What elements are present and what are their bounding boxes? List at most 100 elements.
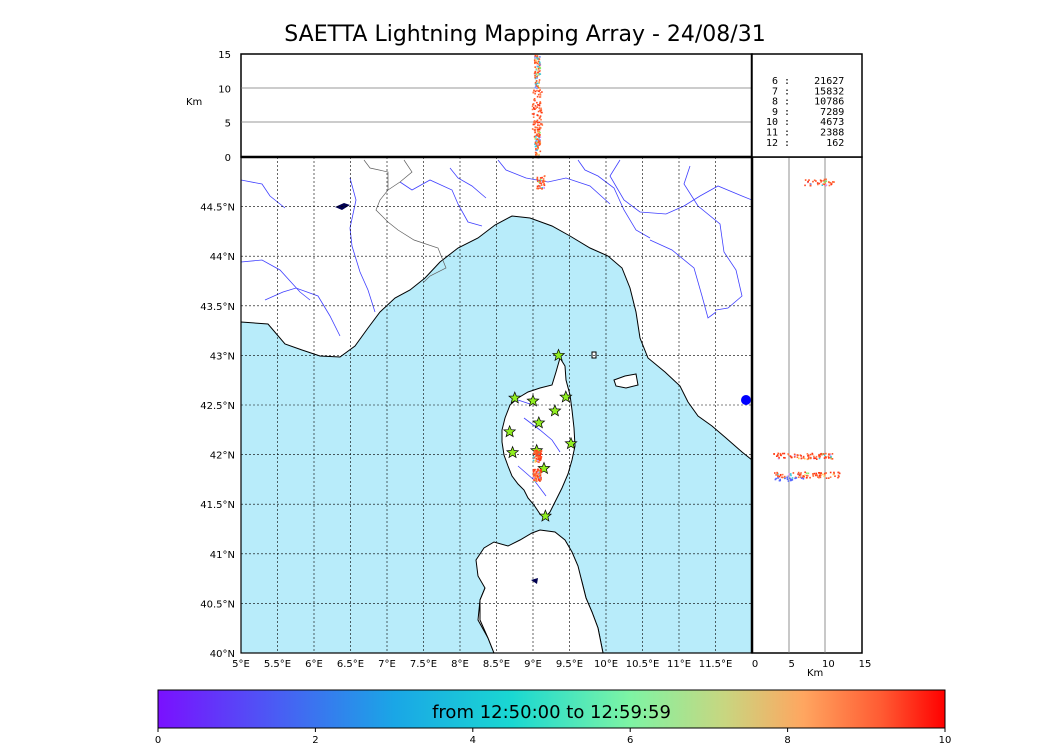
colorbar-tick-label: 10 — [939, 735, 952, 746]
plan-source-point — [540, 450, 542, 453]
station-star — [559, 390, 573, 403]
plan-source-point — [535, 457, 538, 460]
lon-alt-source-point — [537, 58, 539, 60]
lat-alt-source-point — [789, 455, 792, 457]
right-alt-tick-label: 5 — [788, 659, 794, 670]
lat-alt-source-point — [790, 456, 793, 459]
lat-alt-source-point — [818, 472, 820, 474]
lat-alt-source-point — [822, 453, 825, 455]
plan-source-point — [535, 473, 537, 476]
lon-alt-source-point — [536, 75, 539, 77]
lat-alt-source-point — [786, 478, 789, 481]
altitude-lat-sources — [773, 178, 841, 482]
lon-alt-source-point — [531, 113, 534, 115]
lat-alt-source-point — [823, 457, 826, 459]
lon-alt-source-point — [534, 105, 537, 107]
lat-alt-source-point — [777, 457, 780, 460]
lon-alt-source-point — [532, 102, 535, 105]
plan-source-point — [533, 450, 536, 452]
lat-alt-source-point — [804, 184, 806, 187]
lat-alt-source-point — [838, 472, 841, 475]
lon-alt-source-point — [537, 135, 539, 137]
lon-alt-source-point — [539, 109, 542, 111]
lon-alt-source-point — [535, 148, 537, 150]
lat-alt-source-point — [790, 479, 793, 481]
lon-tick-label: 9.5°E — [556, 659, 583, 670]
lat-alt-source-point — [774, 478, 777, 481]
lat-alt-source-point — [807, 455, 809, 457]
lat-alt-source-point — [818, 182, 821, 185]
plan-source-point — [541, 176, 543, 179]
lat-alt-source-point — [820, 472, 823, 474]
plan-source-point — [539, 480, 541, 482]
lon-alt-source-point — [536, 141, 539, 143]
lon-alt-source-point — [535, 145, 537, 148]
lat-alt-source-point — [813, 179, 816, 182]
lat-alt-source-point — [809, 184, 812, 187]
lon-alt-source-point — [539, 150, 542, 153]
lat-alt-source-point — [820, 180, 823, 182]
lon-alt-source-point — [538, 135, 541, 138]
lon-alt-source-point — [539, 56, 541, 58]
plan-source-point — [536, 475, 539, 478]
alt-tick-label: 0 — [225, 153, 231, 164]
lon-alt-source-point — [531, 128, 534, 130]
lon-alt-source-point — [533, 121, 535, 123]
plan-source-point — [540, 182, 542, 185]
lon-alt-source-point — [534, 92, 536, 95]
lat-alt-source-point — [797, 454, 799, 457]
lon-alt-source-point — [534, 73, 537, 75]
plan-source-point — [537, 476, 539, 479]
plan-source-point — [536, 176, 539, 179]
lat-alt-source-point — [798, 474, 801, 477]
plan-source-point — [539, 457, 542, 460]
lon-alt-source-point — [539, 131, 541, 134]
right-alt-tick-label: 10 — [822, 659, 835, 670]
lon-alt-source-point — [535, 139, 538, 142]
colorbar-tick-label: 2 — [312, 735, 318, 746]
station-star — [538, 509, 553, 522]
lat-tick-label: 44.5°N — [200, 203, 235, 214]
lon-alt-source-point — [537, 93, 540, 96]
lat-alt-source-point — [815, 458, 818, 460]
lat-alt-source-point — [776, 472, 779, 475]
lon-alt-source-point — [532, 123, 535, 126]
lon-alt-source-point — [534, 90, 537, 93]
plan-source-point — [537, 450, 540, 453]
lat-alt-source-point — [819, 453, 822, 456]
plan-source-point — [534, 455, 537, 458]
lon-alt-source-point — [537, 110, 540, 113]
lon-alt-source-point — [538, 124, 541, 127]
lon-alt-source-point — [537, 61, 539, 64]
lon-alt-source-point — [539, 142, 541, 144]
lat-alt-source-point — [807, 472, 810, 475]
lat-alt-source-point — [783, 456, 785, 459]
lon-alt-source-point — [534, 108, 536, 110]
plan-source-point — [533, 474, 536, 477]
lat-alt-source-point — [809, 476, 811, 479]
lat-tick-label: 44°N — [210, 252, 235, 263]
plan-source-point — [532, 456, 535, 458]
sardinia — [475, 529, 604, 653]
lat-alt-source-point — [781, 476, 783, 479]
lat-alt-source-point — [834, 475, 836, 478]
colorbar-tick-label: 8 — [784, 735, 790, 746]
lon-alt-source-point — [532, 103, 534, 106]
lon-alt-source-point — [532, 106, 535, 109]
lat-alt-source-point — [800, 457, 803, 460]
lon-alt-source-point — [537, 143, 539, 146]
lat-alt-source-point — [823, 472, 826, 475]
lon-alt-source-point — [538, 81, 540, 84]
plan-source-point — [540, 470, 543, 473]
lon-alt-source-point — [536, 76, 538, 78]
lat-alt-source-point — [822, 183, 825, 185]
lon-alt-source-point — [539, 136, 542, 139]
lon-alt-source-point — [538, 104, 541, 107]
lon-tick-label: 7°E — [378, 659, 396, 670]
lat-alt-source-point — [838, 475, 840, 478]
plan-source-point — [541, 188, 543, 190]
lat-alt-source-point — [779, 479, 782, 482]
plan-source-point — [536, 449, 538, 452]
lat-tick-label: 40°N — [210, 649, 235, 660]
plan-source-point — [535, 478, 538, 480]
